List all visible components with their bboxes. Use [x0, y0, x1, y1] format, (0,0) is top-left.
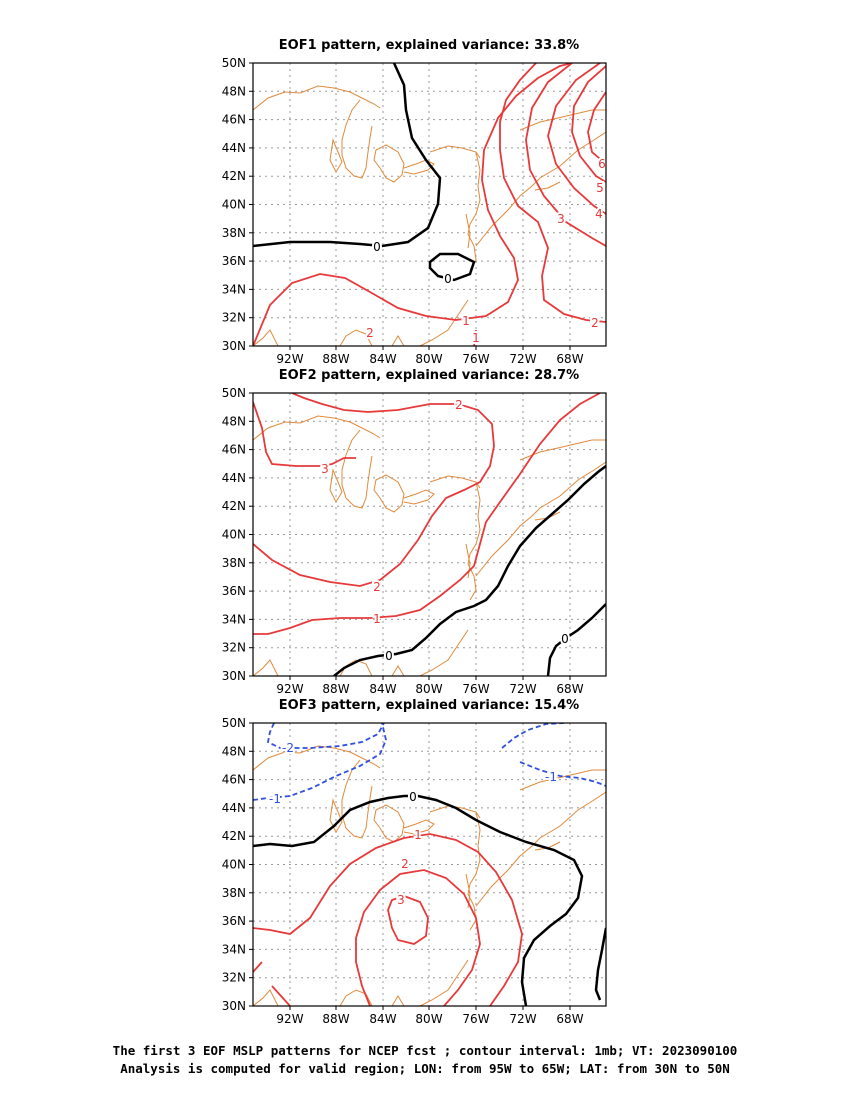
- lon-tick-label: 76W: [462, 682, 489, 696]
- eof2-label-3: 3: [321, 462, 329, 476]
- lat-tick-label: 32N: [222, 971, 246, 985]
- lon-tick-label: 92W: [276, 1012, 303, 1026]
- lat-tick-label: 42N: [222, 169, 246, 183]
- lon-tick-label: 88W: [322, 682, 349, 696]
- eof1-label-2b: 2: [591, 316, 599, 330]
- eof2-ticks: 50N 48N 46N 44N 42N 40N 38N 36N 34N 32N 30N 92W 88W 8…: [222, 386, 584, 696]
- lat-tick-label: 38N: [222, 226, 246, 240]
- lat-tick-label: 50N: [222, 386, 246, 400]
- eof1-contours: [253, 63, 606, 346]
- eof3-label-2: 2: [401, 857, 409, 871]
- lat-tick-label: 48N: [222, 84, 246, 98]
- eof1-label-1b: 1: [472, 331, 480, 345]
- lon-tick-label: 84W: [369, 352, 396, 366]
- lon-tick-label: 72W: [509, 682, 536, 696]
- eof2-panel: EOF2 pattern, explained variance: 28.7%: [222, 368, 607, 696]
- lon-tick-label: 88W: [322, 1012, 349, 1026]
- eof2-label-0a: 0: [385, 649, 393, 663]
- eof2-label-2a: 2: [455, 398, 463, 412]
- eof1-label-5: 5: [596, 181, 604, 195]
- lon-tick-label: 80W: [415, 1012, 442, 1026]
- eof2-coastlines: [253, 415, 606, 676]
- eof2-title: EOF2 pattern, explained variance: 28.7%: [279, 368, 579, 383]
- eof2-label-2b: 2: [373, 580, 381, 594]
- eof3-label-3: 3: [397, 893, 405, 907]
- eof1-label-3: 3: [557, 212, 565, 226]
- lat-tick-label: 32N: [222, 641, 246, 655]
- eof1-label-4: 4: [595, 207, 603, 221]
- eof1-ticks: 50N 48N 46N 44N 42N 40N 38N 36N 34N 32N 30N 92W 88W 8…: [222, 56, 584, 366]
- lat-tick-label: 30N: [222, 999, 246, 1013]
- lat-tick-label: 48N: [222, 414, 246, 428]
- eof1-title: EOF1 pattern, explained variance: 33.8%: [279, 38, 579, 53]
- eof1-label-0b: 0: [444, 272, 452, 286]
- eof3-ticks: 50N 48N 46N 44N 42N 40N 38N 36N 34N 32N 30N 92W 88W 8…: [222, 716, 584, 1026]
- eof1-gridlines: [253, 63, 606, 346]
- lat-tick-label: 38N: [222, 556, 246, 570]
- eof2-contours: [253, 393, 606, 676]
- eof2-contour-labels: 2 3 2 1 0 0: [319, 396, 571, 665]
- eof3-contour-labels: -2 -1 -1 0 1 2 3: [267, 739, 559, 909]
- eof3-label-neg1b: -1: [545, 770, 557, 784]
- eof3-label-0: 0: [409, 790, 417, 804]
- lat-tick-label: 36N: [222, 584, 246, 598]
- lat-tick-label: 30N: [222, 669, 246, 683]
- eof3-contours: [253, 723, 606, 1006]
- lat-tick-label: 42N: [222, 499, 246, 513]
- eof2-label-0b: 0: [561, 632, 569, 646]
- lon-tick-label: 84W: [369, 682, 396, 696]
- eof1-label-0a: 0: [373, 240, 381, 254]
- lat-tick-label: 48N: [222, 744, 246, 758]
- eof1-label-1a: 1: [462, 314, 470, 328]
- eof1-label-2a: 2: [366, 326, 374, 340]
- lat-tick-label: 46N: [222, 773, 246, 787]
- lat-tick-label: 46N: [222, 113, 246, 127]
- lat-tick-label: 46N: [222, 443, 246, 457]
- lat-tick-label: 40N: [222, 198, 246, 212]
- lon-tick-label: 84W: [369, 1012, 396, 1026]
- lon-tick-label: 72W: [509, 352, 536, 366]
- lon-tick-label: 92W: [276, 352, 303, 366]
- eof1-panel: EOF1 pattern, explained variance: 33.8%: [222, 38, 608, 366]
- lon-tick-label: 72W: [509, 1012, 536, 1026]
- eof1-label-6: 6: [598, 157, 606, 171]
- lon-tick-label: 80W: [415, 682, 442, 696]
- eof2-label-1: 1: [373, 612, 381, 626]
- lat-tick-label: 40N: [222, 858, 246, 872]
- eof3-label-1: 1: [414, 828, 422, 842]
- lon-tick-label: 68W: [556, 1012, 583, 1026]
- lon-tick-label: 80W: [415, 352, 442, 366]
- lat-tick-label: 32N: [222, 311, 246, 325]
- caption-line-1: The first 3 EOF MSLP patterns for NCEP f…: [112, 1043, 738, 1058]
- lat-tick-label: 30N: [222, 339, 246, 353]
- eof3-panel: EOF3 pattern, explained variance: 15.4%: [222, 698, 607, 1026]
- lon-tick-label: 76W: [462, 352, 489, 366]
- eof3-gridlines: [253, 723, 606, 1006]
- lat-tick-label: 42N: [222, 829, 246, 843]
- lon-tick-label: 76W: [462, 1012, 489, 1026]
- lat-tick-label: 38N: [222, 886, 246, 900]
- lon-tick-label: 68W: [556, 352, 583, 366]
- lat-tick-label: 34N: [222, 612, 246, 626]
- lat-tick-label: 50N: [222, 716, 246, 730]
- lat-tick-label: 40N: [222, 528, 246, 542]
- lat-tick-label: 36N: [222, 914, 246, 928]
- eof3-label-neg1a: -1: [269, 792, 281, 806]
- lat-tick-label: 34N: [222, 282, 246, 296]
- lon-tick-label: 68W: [556, 682, 583, 696]
- eof3-label-neg2: -2: [282, 741, 294, 755]
- lat-tick-label: 44N: [222, 141, 246, 155]
- lon-tick-label: 92W: [276, 682, 303, 696]
- lat-tick-label: 44N: [222, 801, 246, 815]
- eof1-contour-labels: 0 0 1 1 2 2 3 4 5 6: [364, 155, 608, 347]
- eof-figure: EOF1 pattern, explained variance: 33.8%: [222, 38, 608, 1026]
- lat-tick-label: 44N: [222, 471, 246, 485]
- lat-tick-label: 50N: [222, 56, 246, 70]
- lat-tick-label: 34N: [222, 942, 246, 956]
- eof3-title: EOF3 pattern, explained variance: 15.4%: [279, 698, 579, 713]
- caption-line-2: Analysis is computed for valid region; L…: [120, 1061, 730, 1076]
- lat-tick-label: 36N: [222, 254, 246, 268]
- lon-tick-label: 88W: [322, 352, 349, 366]
